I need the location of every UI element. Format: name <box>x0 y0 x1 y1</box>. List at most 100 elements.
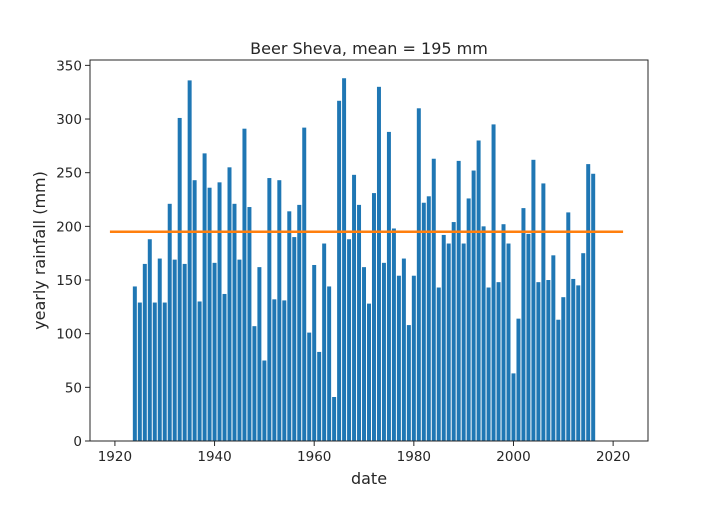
rainfall-bar <box>292 237 297 441</box>
rainfall-bar <box>357 204 362 441</box>
rainfall-bar <box>446 243 451 441</box>
rainfall-bar <box>247 207 252 441</box>
rainfall-bar <box>157 258 162 441</box>
rainfall-bar <box>491 124 496 442</box>
x-tick-label: 1920 <box>98 449 132 465</box>
rainfall-bar <box>312 264 317 441</box>
rainfall-bar <box>471 170 476 442</box>
rainfall-bar <box>581 253 586 441</box>
rainfall-bar <box>162 302 167 441</box>
rainfall-bar <box>576 285 581 441</box>
rainfall-bar <box>431 158 436 441</box>
rainfall-bar <box>526 233 531 441</box>
y-tick-label: 50 <box>65 380 82 396</box>
rainfall-bar <box>237 259 242 441</box>
rainfall-bar <box>252 326 257 441</box>
rainfall-bar <box>222 293 227 441</box>
rainfall-bar <box>386 131 391 441</box>
rainfall-bar <box>322 243 327 441</box>
rainfall-bar <box>511 373 516 441</box>
rainfall-bar <box>282 300 287 441</box>
rainfall-bar <box>167 203 172 441</box>
rainfall-bar <box>287 211 292 441</box>
rainfall-bar <box>426 196 431 441</box>
rainfall-bar <box>566 212 571 441</box>
rainfall-bar <box>217 182 222 441</box>
rainfall-bar <box>531 159 536 441</box>
rainfall-bar <box>317 351 322 441</box>
y-tick-label: 0 <box>73 434 82 450</box>
y-axis-ticks: 0 50 100 150 200 250 300 350 <box>56 58 90 450</box>
rainfall-bar <box>267 178 272 441</box>
rainfall-bar <box>347 239 352 441</box>
x-tick-label: 2020 <box>596 449 630 465</box>
rainfall-bar <box>481 226 486 441</box>
rainfall-bar <box>406 325 411 441</box>
rainfall-bar <box>381 262 386 441</box>
rainfall-bar <box>376 86 381 441</box>
rainfall-bar <box>436 287 441 441</box>
rainfall-bar <box>466 198 471 441</box>
rainfall-bar <box>202 153 207 441</box>
rainfall-bar <box>262 360 267 441</box>
rainfall-bar <box>371 193 376 441</box>
rainfall-bar <box>152 302 157 441</box>
rainfall-bar <box>496 282 501 441</box>
rainfall-bar <box>332 396 337 441</box>
rainfall-bar <box>591 173 596 442</box>
rainfall-bar <box>337 100 342 442</box>
y-tick-label: 300 <box>56 112 82 128</box>
rainfall-bar <box>327 286 332 441</box>
rainfall-bar <box>302 127 307 442</box>
y-tick-label: 100 <box>56 327 82 343</box>
rainfall-bar <box>571 278 576 441</box>
rainfall-bar <box>441 234 446 441</box>
x-tick-label: 1980 <box>397 449 431 465</box>
x-tick-label: 1960 <box>297 449 331 465</box>
bars-layer <box>132 78 596 442</box>
rainfall-bar <box>461 243 466 441</box>
rainfall-bar <box>396 275 401 441</box>
rainfall-bar <box>486 287 491 441</box>
rainfall-bar <box>187 80 192 442</box>
rainfall-bar <box>342 78 347 442</box>
rainfall-bar <box>207 187 212 441</box>
rainfall-bar <box>476 140 481 441</box>
rainfall-bar <box>172 259 177 441</box>
rainfall-bar <box>506 243 511 441</box>
rainfall-bar <box>142 263 147 441</box>
rainfall-bar <box>227 167 232 441</box>
y-axis-label: yearly rainfall (mm) <box>30 171 49 330</box>
rainfall-bar <box>411 275 416 441</box>
rainfall-bar <box>352 174 357 442</box>
rainfall-bar <box>391 228 396 441</box>
rainfall-bar <box>182 263 187 441</box>
rainfall-bar <box>586 164 591 441</box>
rainfall-bar <box>307 332 312 441</box>
plot-frame <box>89 59 649 442</box>
rainfall-bar <box>257 267 262 441</box>
rainfall-bar <box>501 224 506 441</box>
chart-title: Beer Sheva, mean = 195 mm <box>250 39 488 58</box>
y-tick-label: 350 <box>56 58 82 74</box>
rainfall-bar <box>367 303 371 441</box>
rainfall-bar <box>416 108 421 441</box>
rainfall-bar <box>232 203 237 441</box>
rainfall-bar <box>536 282 541 441</box>
rainfall-bar <box>551 255 556 441</box>
rainfall-bar <box>132 286 137 441</box>
rainfall-bar <box>242 128 247 441</box>
rainfall-bar <box>421 202 426 441</box>
x-tick-label: 2000 <box>496 449 530 465</box>
rainfall-bar <box>362 267 367 441</box>
x-axis-label: date <box>351 469 387 488</box>
x-axis-ticks: 1920 1940 1960 1980 2000 2020 <box>98 441 630 465</box>
rainfall-bar <box>277 180 282 441</box>
y-tick-label: 200 <box>56 219 82 235</box>
rainfall-bar <box>541 183 546 441</box>
rainfall-bar <box>456 160 461 441</box>
rainfall-bar <box>192 180 197 441</box>
rainfall-bar <box>556 319 561 441</box>
x-tick-label: 1940 <box>197 449 231 465</box>
